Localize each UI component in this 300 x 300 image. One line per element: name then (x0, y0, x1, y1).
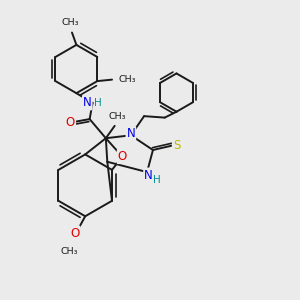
Text: O: O (70, 226, 80, 239)
Text: H: H (94, 98, 102, 108)
Text: CH₃: CH₃ (62, 18, 79, 27)
Text: S: S (173, 139, 180, 152)
Text: N: N (127, 127, 135, 140)
Text: O: O (118, 150, 127, 163)
Text: CH₃: CH₃ (118, 75, 136, 84)
Text: N: N (83, 96, 92, 110)
Text: H: H (154, 175, 161, 185)
Text: N: N (144, 169, 153, 182)
Text: O: O (66, 116, 75, 128)
Text: CH₃: CH₃ (60, 247, 78, 256)
Text: CH₃: CH₃ (108, 112, 126, 121)
